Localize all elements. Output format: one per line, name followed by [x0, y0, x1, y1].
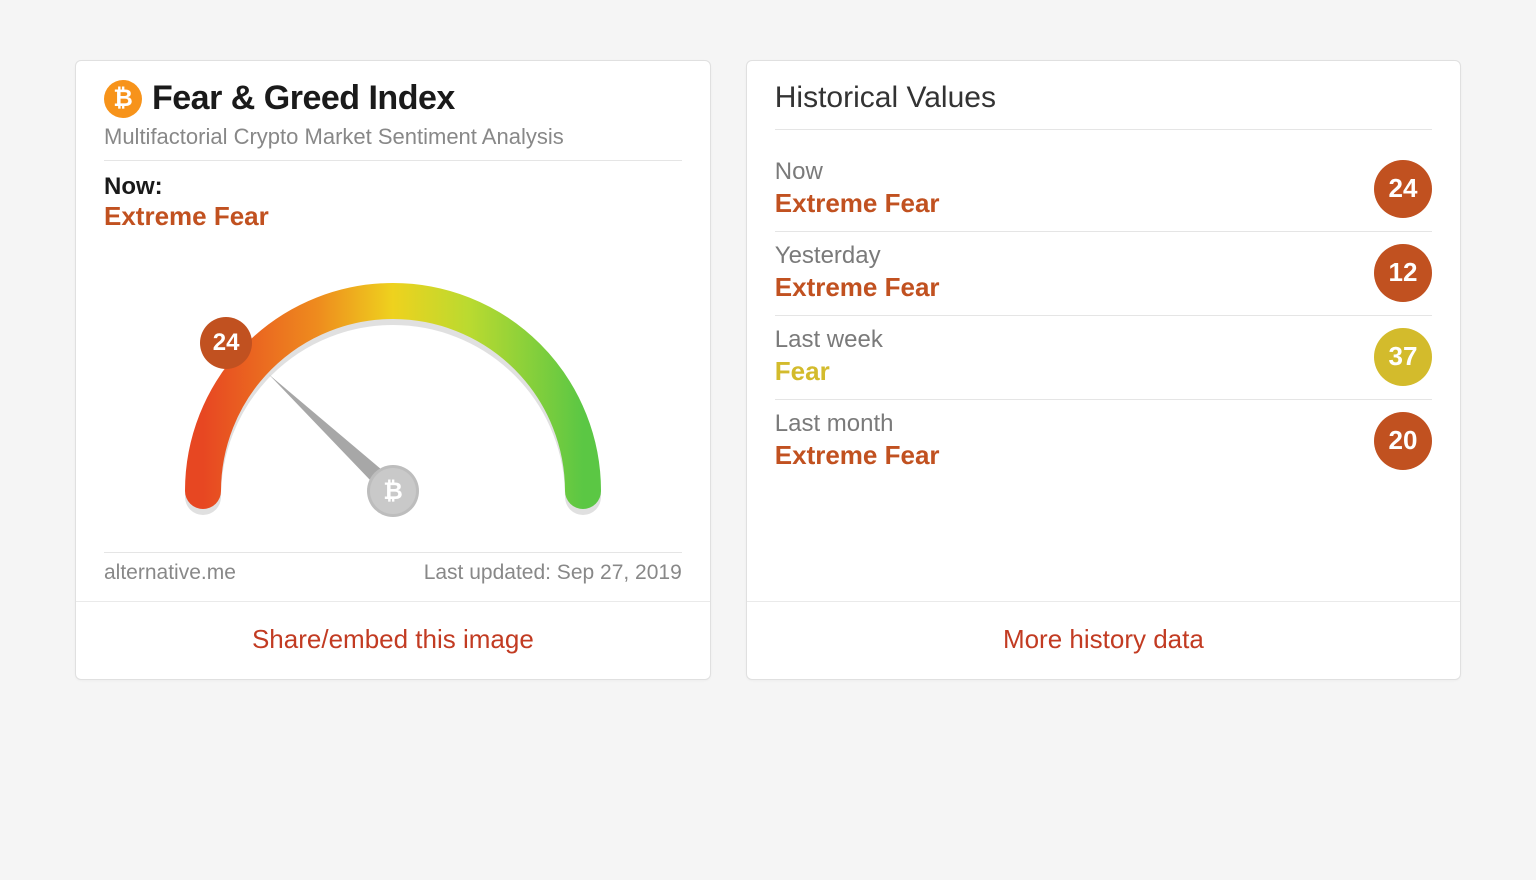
index-meta-row: alternative.me Last updated: Sep 27, 201… [104, 552, 682, 591]
history-item-sentiment: Extreme Fear [775, 188, 940, 219]
history-item-sentiment: Extreme Fear [775, 272, 940, 303]
now-sentiment: Extreme Fear [104, 201, 682, 232]
gauge-value-badge: 24 [200, 317, 252, 369]
history-item: NowExtreme Fear 24 [775, 148, 1432, 232]
more-history-link[interactable]: More history data [747, 601, 1460, 679]
gauge: ₿ 24 [104, 236, 682, 546]
svg-text:₿: ₿ [383, 478, 403, 505]
history-item-text: YesterdayExtreme Fear [775, 242, 940, 303]
history-title: Historical Values [775, 81, 1432, 130]
history-item: Last weekFear 37 [775, 316, 1432, 400]
history-list: NowExtreme Fear24YesterdayExtreme Fear12… [775, 148, 1432, 483]
share-embed-link[interactable]: Share/embed this image [76, 601, 710, 679]
history-item-sentiment: Fear [775, 356, 883, 387]
index-subtitle: Multifactorial Crypto Market Sentiment A… [104, 124, 682, 161]
history-item-period: Now [775, 158, 940, 186]
page-root: ₿ Fear & Greed Index Multifactorial Cryp… [0, 0, 1536, 740]
bitcoin-icon: ₿ [104, 80, 142, 118]
history-item-badge: 24 [1374, 160, 1432, 218]
history-item-badge: 37 [1374, 328, 1432, 386]
history-item-period: Last week [775, 326, 883, 354]
history-item-badge: 12 [1374, 244, 1432, 302]
history-item-sentiment: Extreme Fear [775, 440, 940, 471]
history-item: YesterdayExtreme Fear 12 [775, 232, 1432, 316]
history-item-text: NowExtreme Fear [775, 158, 940, 219]
now-block: Now: Extreme Fear [104, 173, 682, 232]
history-item-period: Last month [775, 410, 940, 438]
now-label: Now: [104, 173, 682, 201]
updated-label: Last updated: Sep 27, 2019 [424, 561, 682, 585]
site-label: alternative.me [104, 561, 236, 585]
index-title: Fear & Greed Index [152, 79, 455, 118]
index-title-row: ₿ Fear & Greed Index [104, 79, 682, 118]
history-item-text: Last weekFear [775, 326, 883, 387]
history-item-text: Last monthExtreme Fear [775, 410, 940, 471]
history-item: Last monthExtreme Fear 20 [775, 400, 1432, 483]
gauge-svg: ₿ [113, 236, 673, 546]
history-item-badge: 20 [1374, 412, 1432, 470]
history-item-period: Yesterday [775, 242, 940, 270]
history-card: Historical Values NowExtreme Fear24Yeste… [746, 60, 1461, 680]
history-card-body: Historical Values NowExtreme Fear24Yeste… [747, 61, 1460, 601]
index-card: ₿ Fear & Greed Index Multifactorial Cryp… [75, 60, 711, 680]
index-card-body: ₿ Fear & Greed Index Multifactorial Cryp… [76, 61, 710, 601]
